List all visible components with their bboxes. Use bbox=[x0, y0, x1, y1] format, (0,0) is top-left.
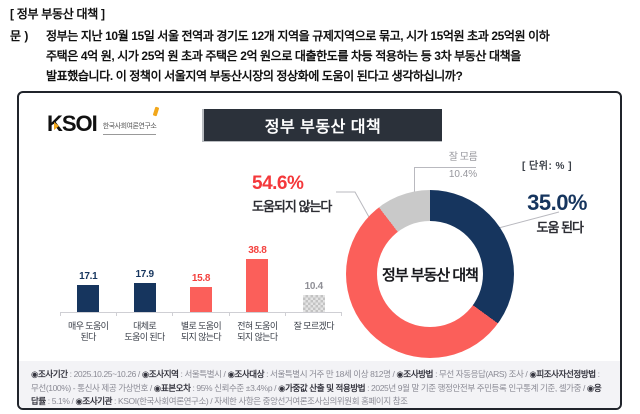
not-helpful-label: 도움되지 않는다 bbox=[252, 199, 332, 214]
axis-tick bbox=[341, 312, 342, 316]
bar-column: 17.1 bbox=[60, 245, 116, 312]
category-label-line: 되지 않는다 bbox=[237, 332, 278, 342]
banner-title: 정부 부동산 대책 bbox=[264, 119, 382, 136]
axis-tick bbox=[229, 312, 230, 316]
bar-column: 15.8 bbox=[173, 245, 229, 312]
bar-chart: 17.1 17.9 15.8 38.8 10.4 bbox=[60, 245, 342, 355]
question-line-3: 발표했습니다. 이 정책이 서울지역 부동산시장의 정상화에 도움이 된다고 생… bbox=[46, 69, 463, 83]
question-prefix: 문 ) bbox=[10, 29, 29, 43]
question-block: [ 정부 부동산 대책 ] 문 ) 정부는 지난 10월 15일 서울 전역과 … bbox=[10, 5, 632, 86]
axis-tick bbox=[116, 312, 117, 316]
donut-hole: 정부 부동산 대책 bbox=[377, 221, 483, 327]
bar bbox=[189, 286, 212, 312]
bar bbox=[246, 259, 269, 312]
poll-card: KSOI 한국사회여론연구소 정부 부동산 대책 [ 단위: % ] 17.1 … bbox=[17, 91, 622, 410]
donut-center-label: 정부 부동산 대책 bbox=[382, 266, 479, 284]
not-helpful-percent: 54.6% bbox=[252, 173, 304, 194]
bar-column: 10.4 bbox=[286, 245, 342, 312]
question-row: 문 ) 정부는 지난 10월 15일 서울 전역과 경기도 12개 지역을 규제… bbox=[10, 26, 632, 86]
donut-chart: 정부 부동산 대책 bbox=[346, 190, 514, 358]
bar bbox=[302, 295, 325, 312]
category-label: 별로 도움이 되지 않는다 bbox=[173, 321, 229, 343]
category-label-line: 도움이 된다 bbox=[124, 332, 165, 342]
bars-row: 17.1 17.9 15.8 38.8 10.4 bbox=[60, 245, 342, 312]
bar-value-label: 17.1 bbox=[79, 270, 98, 282]
logo-wedge-icon bbox=[54, 122, 59, 130]
bar bbox=[133, 283, 156, 312]
bar bbox=[77, 284, 100, 312]
axis-tick bbox=[60, 312, 61, 316]
category-label-line: 별로 도움이 bbox=[180, 321, 222, 331]
bar-value-label: 10.4 bbox=[304, 281, 324, 293]
x-axis bbox=[60, 312, 342, 313]
footer-text: ◉조사기간 : 2025.10.25~10.26 / ◉조사지역 : 서울특별시… bbox=[31, 369, 602, 407]
question-text: 정부는 지난 10월 15일 서울 전역과 경기도 12개 지역을 규제지역으로… bbox=[46, 26, 550, 86]
category-labels-row: 매우 도움이 된다 대체로 도움이 된다 별로 도움이 되지 않는다 전혀 도움… bbox=[60, 321, 342, 343]
category-label-line: 잘 모르겠다 bbox=[293, 321, 335, 331]
helpful-percent: 35.0% bbox=[527, 190, 587, 215]
axis-tick bbox=[285, 312, 286, 316]
helpful-label: 도움 된다 bbox=[536, 220, 584, 235]
category-label: 잘 모르겠다 bbox=[286, 321, 342, 343]
bar-value-label: 17.9 bbox=[135, 269, 154, 281]
category-label-line: 매우 도움이 bbox=[68, 321, 109, 331]
question-line-1: 정부는 지난 10월 15일 서울 전역과 경기도 12개 지역을 규제지역으로… bbox=[46, 29, 550, 43]
annotation-helpful: 35.0% 도움 된다 bbox=[477, 190, 587, 236]
category-label-line: 대체로 bbox=[133, 321, 157, 331]
ksoi-logo-subtitle: 한국사회여론연구소 bbox=[102, 122, 157, 135]
bar-column: 17.9 bbox=[116, 245, 172, 312]
logo-accent-mark-icon bbox=[152, 106, 160, 117]
question-line-2: 주택은 4억 원, 시가 25억 원 초과 주택은 2억 원으로 대출한도를 차… bbox=[46, 49, 521, 63]
category-label: 매우 도움이 된다 bbox=[60, 321, 116, 343]
bar-value-label: 38.8 bbox=[248, 245, 267, 256]
category-label-line: 전혀 도움이 bbox=[237, 321, 278, 331]
ksoi-logo-text: KSOI bbox=[47, 111, 98, 136]
annotation-dont-know: 잘 모름 10.4% bbox=[427, 148, 499, 180]
bar-value-label: 15.8 bbox=[191, 272, 211, 284]
title-banner: 정부 부동산 대책 bbox=[202, 109, 442, 142]
category-label: 대체로 도움이 된다 bbox=[116, 321, 172, 343]
question-topic: [ 정부 부동산 대책 ] bbox=[10, 7, 105, 21]
annotation-not-helpful: 54.6% 도움되지 않는다 bbox=[252, 173, 362, 215]
unit-label: [ 단위: % ] bbox=[521, 161, 573, 172]
methodology-footer: ◉조사기간 : 2025.10.25~10.26 / ◉조사지역 : 서울특별시… bbox=[19, 361, 620, 408]
axis-tick bbox=[172, 312, 173, 316]
category-label-line: 된다 bbox=[80, 332, 97, 342]
dont-know-percent: 10.4% bbox=[448, 169, 478, 180]
category-label: 전혀 도움이 되지 않는다 bbox=[229, 321, 285, 343]
ksoi-logo: KSOI 한국사회여론연구소 bbox=[47, 106, 160, 136]
dont-know-label: 잘 모름 bbox=[448, 152, 478, 163]
category-label-line: 되지 않는다 bbox=[180, 332, 222, 342]
bar-column: 38.8 bbox=[229, 245, 285, 312]
